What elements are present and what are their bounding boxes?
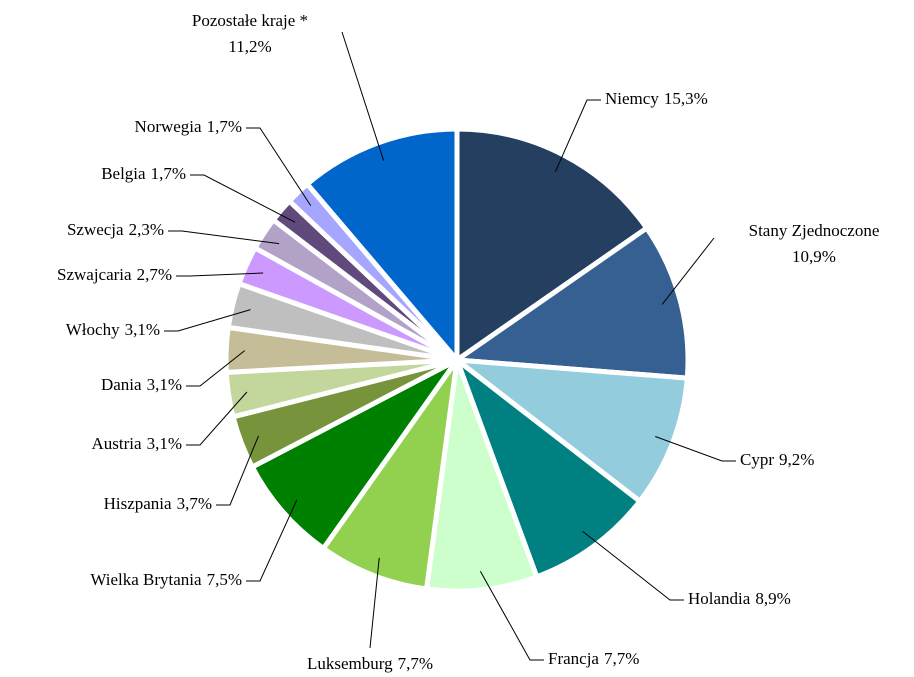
data-label: Szwecja 2,3% — [67, 220, 164, 239]
leader-line — [479, 570, 544, 661]
label-name: Stany Zjednoczone — [749, 221, 880, 240]
leader-line — [341, 31, 385, 161]
pie-slice — [451, 352, 644, 581]
label-value: 8,9% — [755, 589, 790, 608]
label-value: 15,3% — [664, 89, 708, 108]
label-value: 7,7% — [398, 654, 433, 673]
leader-line — [190, 174, 296, 223]
pie-slice — [454, 126, 651, 365]
data-label: Pozostałe kraje * 11,2% — [192, 11, 308, 56]
data-label: Norwegia 1,7% — [135, 117, 242, 136]
label-name: Belgia — [101, 164, 146, 183]
label-name: Francja — [548, 649, 599, 668]
label-value: 1,7% — [151, 164, 186, 183]
data-label: Niemcy 15,3% — [605, 89, 708, 108]
pie-slice — [303, 126, 460, 367]
label-value: 3,1% — [125, 320, 160, 339]
label-value: 3,1% — [147, 375, 182, 394]
label-name: Luksemburg — [307, 654, 393, 673]
label-name: Niemcy — [605, 89, 659, 108]
data-label: Cypr 9,2% — [740, 450, 814, 469]
label-name: Szwecja — [67, 220, 124, 239]
data-label: Wielka Brytania 7,5% — [90, 570, 242, 589]
label-value: 2,3% — [129, 220, 164, 239]
data-label: Holandia 8,9% — [688, 589, 791, 608]
data-label: Włochy 3,1% — [66, 320, 160, 339]
leader-line — [168, 230, 280, 245]
label-name: Norwegia — [135, 117, 202, 136]
data-label: Hiszpania 3,7% — [104, 494, 212, 513]
label-name: Holandia — [688, 589, 751, 608]
label-name: Szwajcaria — [57, 265, 132, 284]
leader-line — [164, 309, 251, 332]
label-value: 7,7% — [604, 649, 639, 668]
data-label: Szwajcaria 2,7% — [57, 265, 172, 284]
data-label: Belgia 1,7% — [101, 164, 186, 183]
label-value: 3,7% — [177, 494, 212, 513]
label-name: Cypr — [740, 450, 774, 469]
leader-line — [369, 557, 380, 649]
data-label: Dania 3,1% — [101, 375, 182, 394]
label-value: 7,5% — [207, 570, 242, 589]
data-label: Francja 7,7% — [548, 649, 639, 668]
leader-line — [186, 391, 248, 446]
pie-slice — [449, 224, 691, 381]
leader-line — [582, 530, 684, 601]
label-value: 1,7% — [207, 117, 242, 136]
leader-line — [661, 237, 715, 305]
label-value: 11,2% — [228, 37, 271, 56]
label-value: 2,7% — [137, 265, 172, 284]
label-name: Wielka Brytania — [90, 570, 202, 589]
data-label: Luksemburg 7,7% — [307, 654, 433, 673]
label-value: 3,1% — [147, 434, 182, 453]
label-name: Dania — [101, 375, 142, 394]
leader-line — [246, 127, 312, 207]
label-value: 9,2% — [779, 450, 814, 469]
leader-line — [176, 272, 264, 277]
data-label: Austria 3,1% — [92, 434, 182, 453]
label-value: 10,9% — [792, 247, 836, 266]
label-name: Hiszpania — [104, 494, 172, 513]
data-label: Stany Zjednoczone 10,9% — [749, 221, 880, 266]
label-name: Włochy — [66, 320, 120, 339]
label-name: Pozostałe kraje * — [192, 11, 308, 30]
leader-line — [186, 350, 245, 387]
leader-line — [216, 435, 259, 506]
leader-line — [554, 99, 601, 172]
leader-line — [655, 436, 736, 462]
leader-line — [246, 499, 298, 582]
label-name: Austria — [92, 434, 143, 453]
